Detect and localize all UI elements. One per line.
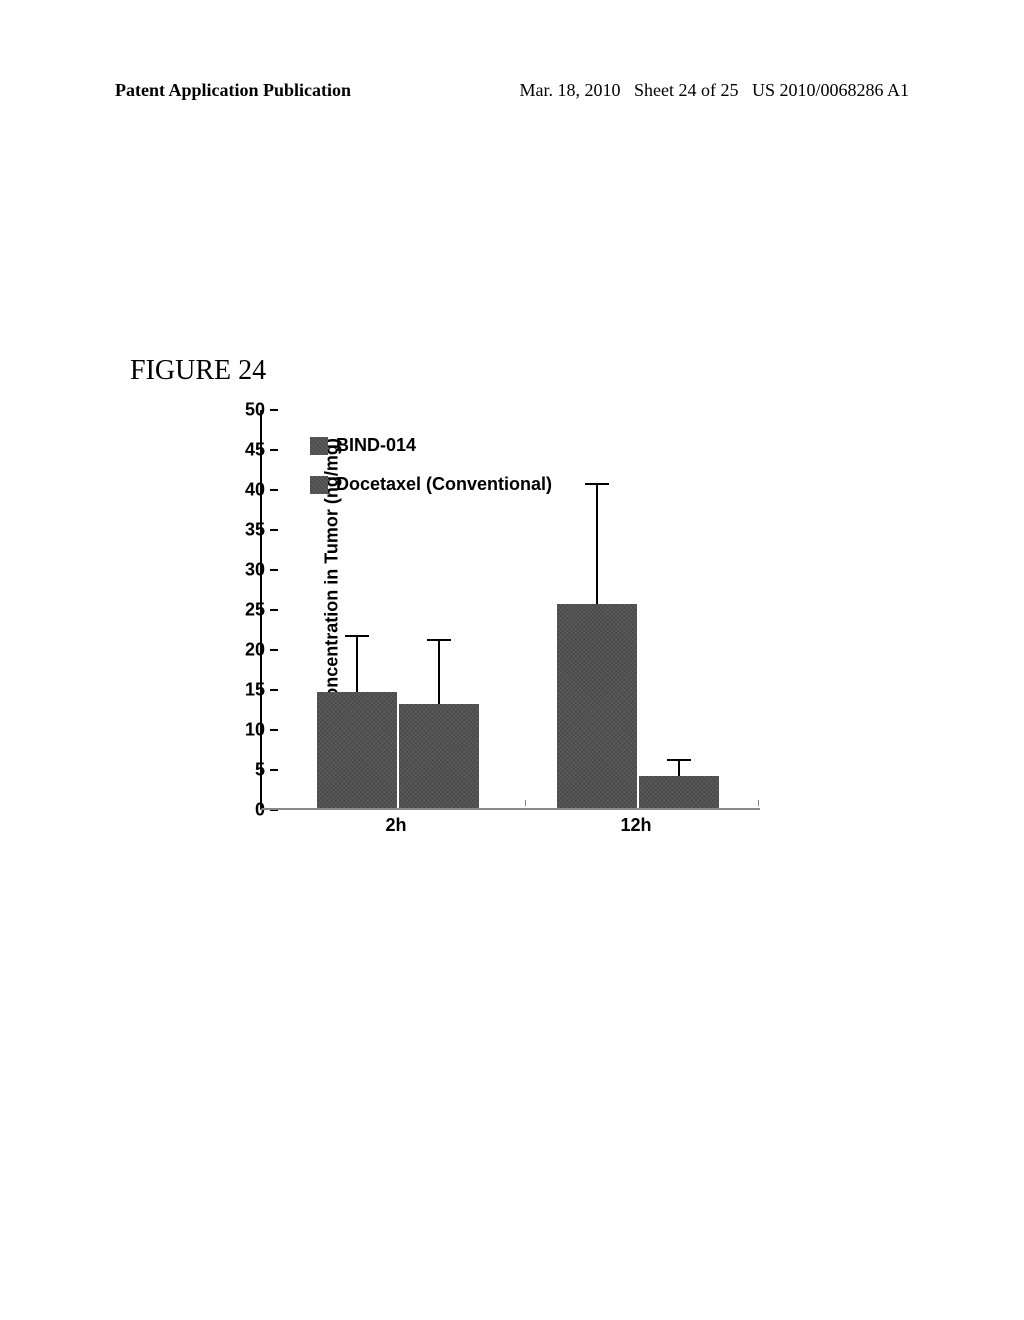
page-header: Patent Application Publication Mar. 18, … [0, 0, 1024, 101]
bar [557, 604, 637, 808]
bar-chart: Docetaxel Concentration in Tumor (ng/mg)… [160, 400, 780, 840]
header-sheet: Sheet 24 of 25 [634, 80, 738, 100]
error-bar-cap [427, 639, 451, 641]
bar [399, 704, 479, 808]
bar [317, 692, 397, 808]
bar-fill [639, 776, 719, 808]
error-bar-cap [667, 759, 691, 761]
header-publication-type: Patent Application Publication [115, 80, 351, 101]
bar [639, 776, 719, 808]
x-tick-label: 2h [385, 815, 406, 836]
header-meta: Mar. 18, 2010 Sheet 24 of 25 US 2010/006… [519, 80, 909, 101]
bar-fill [317, 692, 397, 808]
figure-title: FIGURE 24 [130, 355, 266, 387]
x-tick-mark [525, 800, 526, 806]
bar-fill [557, 604, 637, 808]
bar-fill [399, 704, 479, 808]
error-bar [678, 760, 680, 776]
header-date: Mar. 18, 2010 [519, 80, 620, 100]
error-bar [356, 636, 358, 692]
error-bar-cap [585, 483, 609, 485]
error-bar [596, 484, 598, 604]
error-bar [438, 640, 440, 704]
error-bar-cap [345, 635, 369, 637]
x-tick-mark [758, 800, 759, 806]
header-pubnum: US 2010/0068286 A1 [752, 80, 909, 100]
x-tick-label: 12h [620, 815, 651, 836]
plot-area [260, 410, 760, 810]
